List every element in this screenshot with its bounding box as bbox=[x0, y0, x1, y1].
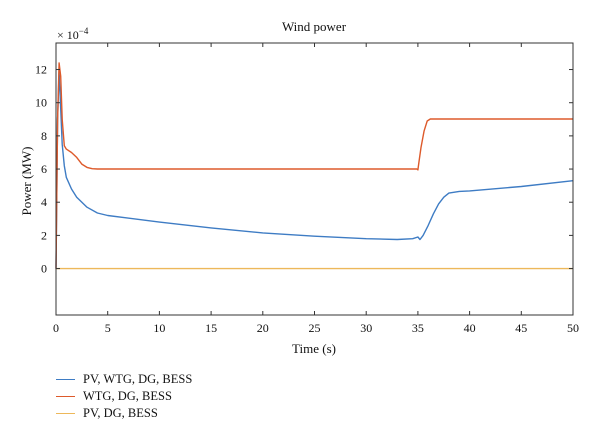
legend: PV, WTG, DG, BESS WTG, DG, BESS PV, DG, … bbox=[56, 371, 192, 422]
x-tick-label: 25 bbox=[309, 321, 321, 335]
y-scale-multiplier: × 10−4 bbox=[57, 26, 89, 42]
x-tick-label: 35 bbox=[412, 321, 424, 335]
y-tick-label: 12 bbox=[35, 63, 47, 77]
axes: 0 5 10 15 20 25 30 35 40 45 50 0 2 4 6 8 10 12 bbox=[35, 43, 579, 335]
series-line-wtg-dg-bess bbox=[55, 62, 573, 269]
legend-label: PV, WTG, DG, BESS bbox=[83, 372, 193, 386]
legend-label: PV, DG, BESS bbox=[83, 406, 158, 420]
x-tick-label: 20 bbox=[257, 321, 269, 335]
legend-item: PV, DG, BESS bbox=[56, 405, 192, 422]
x-tick-label: 15 bbox=[205, 321, 217, 335]
legend-label: WTG, DG, BESS bbox=[83, 389, 172, 403]
x-tick-label: 0 bbox=[53, 321, 59, 335]
y-tick-label: 8 bbox=[41, 129, 47, 143]
y-tick-label: 6 bbox=[41, 162, 47, 176]
x-tick-label: 10 bbox=[153, 321, 165, 335]
plot-frame bbox=[55, 42, 574, 316]
legend-item: WTG, DG, BESS bbox=[56, 388, 192, 405]
y-scale-base: × 10 bbox=[57, 28, 79, 42]
y-scale-exponent: −4 bbox=[79, 26, 89, 36]
y-tick-label: 2 bbox=[41, 228, 47, 242]
y-axis-label: Power (MW) bbox=[19, 147, 34, 216]
legend-swatch-wtg-dg-bess bbox=[56, 396, 75, 397]
x-tick-label: 50 bbox=[567, 321, 579, 335]
legend-item: PV, WTG, DG, BESS bbox=[56, 371, 192, 388]
series-line-pv-wtg-dg-bess bbox=[55, 70, 574, 269]
x-tick-label: 45 bbox=[515, 321, 527, 335]
legend-swatch-pv-dg-bess bbox=[56, 413, 75, 414]
y-tick-label: 10 bbox=[35, 96, 47, 110]
x-tick-label: 5 bbox=[105, 321, 111, 335]
y-tick-label: 0 bbox=[41, 262, 47, 276]
legend-swatch-pv-wtg-dg-bess bbox=[56, 379, 75, 380]
chart-title: Wind power bbox=[282, 19, 347, 34]
x-tick-label: 40 bbox=[464, 321, 476, 335]
y-tick-label: 4 bbox=[41, 195, 47, 209]
x-axis-label: Time (s) bbox=[292, 341, 336, 356]
plot-area bbox=[55, 62, 574, 270]
x-tick-label: 30 bbox=[360, 321, 372, 335]
